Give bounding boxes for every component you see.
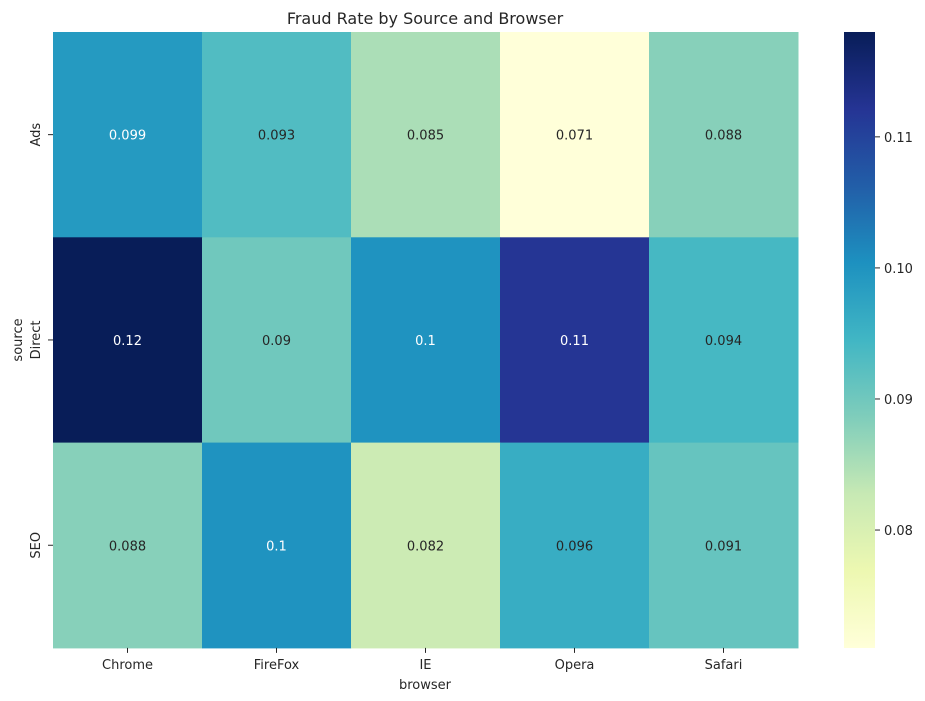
colorbar-tick-label: 0.10	[884, 262, 913, 277]
colorbar-tick-label: 0.11	[884, 131, 913, 146]
cell-value-label: 0.091	[705, 539, 742, 554]
cell-value-label: 0.093	[258, 129, 295, 144]
x-tick-label: IE	[419, 658, 431, 673]
heatmap-cell	[649, 442, 799, 649]
heatmap-cells: 0.099 0.093 0.085 0.071 0.088 0.12 0.09 0.1 0.11…	[53, 32, 799, 649]
cell-value-label: 0.088	[705, 129, 742, 144]
heatmap-cell	[351, 442, 501, 649]
heatmap-cell	[351, 237, 501, 444]
y-tick-label: SEO	[29, 532, 44, 559]
heatmap-cell	[500, 237, 650, 444]
y-tick-label: Direct	[29, 320, 44, 359]
chart-title: Fraud Rate by Source and Browser	[287, 9, 564, 28]
cell-value-label: 0.11	[560, 334, 589, 349]
x-tick-label: Safari	[705, 658, 743, 673]
cell-value-label: 0.085	[407, 129, 444, 144]
cell-value-label: 0.071	[556, 129, 593, 144]
x-tick-label: Opera	[555, 658, 595, 673]
heatmap-cell	[53, 32, 203, 238]
cell-value-label: 0.1	[266, 539, 287, 554]
colorbar-tick-label: 0.09	[884, 393, 913, 408]
heatmap-cell	[649, 32, 799, 238]
heatmap-cell	[53, 237, 203, 444]
heatmap-cell	[53, 442, 203, 649]
cell-value-label: 0.099	[109, 129, 146, 144]
cell-value-label: 0.09	[262, 334, 291, 349]
y-axis-ticks: Ads Direct SEO	[29, 123, 53, 559]
cell-value-label: 0.12	[113, 334, 142, 349]
y-tick-label: Ads	[29, 123, 44, 147]
heatmap-cell	[649, 237, 799, 444]
heatmap-cell	[500, 32, 650, 238]
heatmap-cell	[202, 237, 352, 444]
heatmap-cell	[500, 442, 650, 649]
x-axis-ticks: Chrome FireFox IE Opera Safari	[102, 647, 743, 673]
x-axis-label: browser	[399, 678, 452, 693]
colorbar-tick-label: 0.08	[884, 524, 913, 539]
cell-value-label: 0.094	[705, 334, 742, 349]
heatmap-cell	[202, 32, 352, 238]
x-tick-label: FireFox	[254, 658, 300, 673]
x-tick-label: Chrome	[102, 658, 153, 673]
y-axis-label: source	[11, 318, 26, 361]
cell-value-label: 0.1	[415, 334, 436, 349]
heatmap-cell	[351, 32, 501, 238]
colorbar-ticks: 0.08 0.09 0.10 0.11	[875, 131, 913, 539]
cell-value-label: 0.088	[109, 539, 146, 554]
heatmap-cell	[202, 442, 352, 649]
colorbar	[844, 32, 875, 648]
cell-value-label: 0.082	[407, 539, 444, 554]
cell-value-label: 0.096	[556, 539, 593, 554]
